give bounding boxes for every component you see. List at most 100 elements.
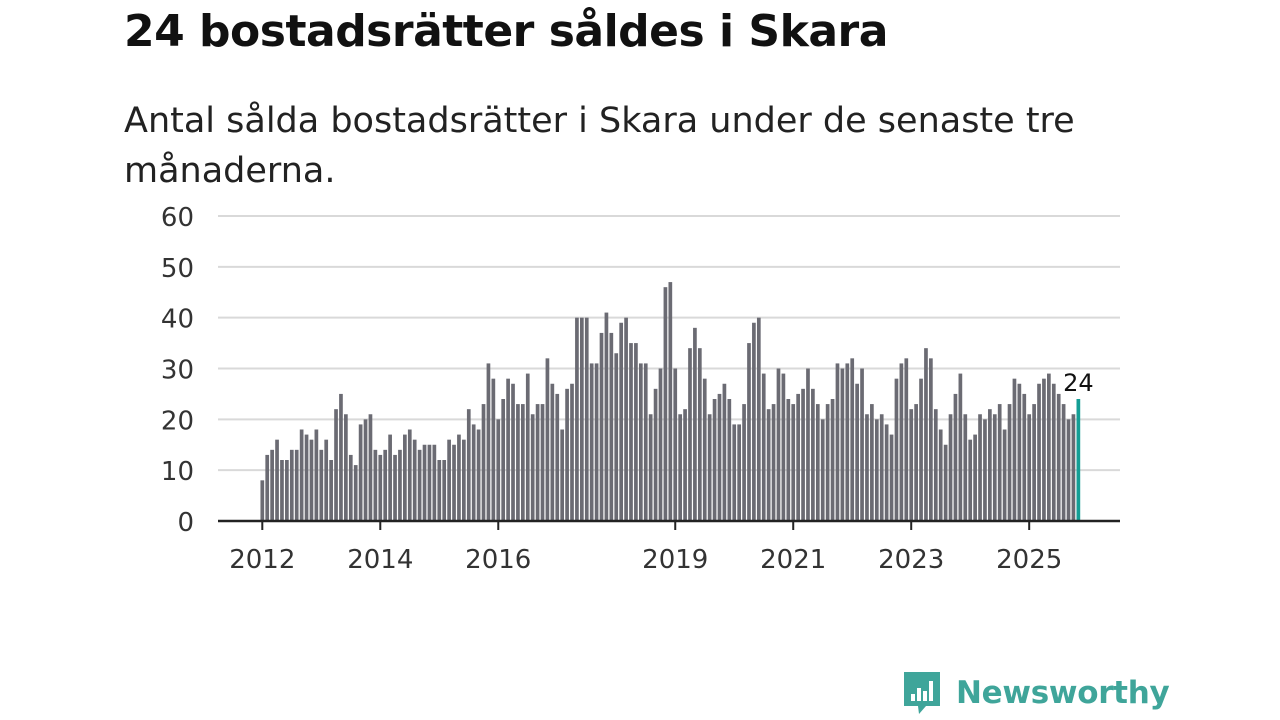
bar: [353, 465, 358, 521]
bar: [417, 449, 422, 521]
bar: [973, 434, 977, 521]
bar: [560, 429, 565, 521]
bar: [771, 404, 776, 521]
bar: [609, 332, 614, 521]
bar: [992, 414, 997, 521]
bar: [815, 404, 820, 521]
bar: [319, 449, 324, 521]
bar: [766, 409, 771, 521]
bar: [407, 429, 412, 521]
bar: [289, 449, 294, 521]
bar: [324, 439, 329, 521]
bar: [658, 368, 663, 521]
bar: [796, 393, 800, 521]
bar: [840, 368, 845, 521]
bar: [1056, 393, 1061, 521]
bar: [943, 444, 948, 521]
bar: [663, 287, 668, 521]
bar: [476, 429, 481, 521]
bar: [747, 343, 751, 521]
bar: [776, 368, 781, 521]
x-tick-label: 2014: [347, 545, 413, 575]
bar: [329, 460, 333, 521]
bar: [466, 409, 471, 521]
bar: [496, 419, 501, 521]
bar: [1061, 404, 1066, 521]
bar: [1022, 393, 1027, 521]
bar: [442, 460, 447, 521]
bar: [717, 393, 722, 521]
bar: [383, 449, 388, 521]
bar: [737, 424, 742, 521]
bar: [924, 348, 928, 521]
bar: [363, 419, 368, 521]
bar: [604, 312, 609, 521]
x-tick-label: 2021: [760, 545, 826, 575]
bar: [388, 434, 392, 521]
chart-subtitle: Antal sålda bostadsrätter i Skara under …: [124, 101, 1075, 191]
bar: [1012, 378, 1017, 521]
y-tick-label: 50: [161, 254, 194, 284]
x-tick-label: 2019: [642, 545, 708, 575]
bar: [938, 429, 943, 521]
bar: [806, 368, 810, 521]
bar: [825, 404, 830, 521]
bar: [314, 429, 319, 521]
bar: [791, 404, 796, 521]
bar: [501, 399, 506, 521]
bar: [830, 399, 835, 521]
bar: [339, 393, 343, 521]
bar: [260, 480, 265, 521]
newsworthy-logo[interactable]: Newsworthy: [902, 670, 1170, 716]
bar: [929, 358, 933, 521]
bar: [997, 404, 1002, 521]
bar: [481, 404, 486, 521]
bar: [1066, 419, 1071, 521]
bar: [781, 373, 786, 521]
bar: [1051, 383, 1056, 521]
bar: [742, 404, 746, 521]
bar: [678, 414, 683, 521]
bar: [1027, 414, 1032, 521]
bar: [280, 460, 284, 521]
bar: [919, 378, 923, 521]
bar: [865, 414, 869, 521]
bar: [727, 399, 732, 521]
bar: [471, 424, 476, 521]
bar: [1037, 383, 1041, 521]
bar: [688, 348, 692, 521]
bar: [702, 378, 707, 521]
bar: [368, 414, 373, 521]
bar: [403, 434, 407, 521]
bar: [506, 378, 510, 521]
bar: [334, 409, 338, 521]
bar: [344, 414, 348, 521]
bar: [516, 404, 520, 521]
bar: [619, 322, 624, 521]
bar: [761, 373, 766, 521]
bar: [457, 434, 461, 521]
bar: [673, 368, 678, 521]
bar: [304, 434, 309, 521]
newsworthy-logo-icon: [904, 672, 940, 714]
bar: [285, 460, 289, 521]
x-tick-label: 2023: [878, 545, 944, 575]
bar: [732, 424, 737, 521]
bar: [860, 368, 864, 521]
bar: [427, 444, 432, 521]
bar: [550, 383, 555, 521]
bar: [589, 363, 594, 521]
bar: [398, 449, 402, 521]
bar: [899, 363, 904, 521]
bar: [712, 399, 717, 521]
bar: [752, 322, 756, 521]
bar: [491, 378, 496, 521]
bar: [393, 454, 397, 521]
bar: [525, 373, 530, 521]
bar: [378, 454, 383, 521]
bar-chart: 0 10 20 30 40 50 60 24 2012 2014 2016 2019 2021 2023 2…: [161, 203, 1120, 575]
highlight-label: 24: [1063, 369, 1094, 397]
bar: [963, 414, 968, 521]
bar: [683, 409, 687, 521]
x-tick-label: 2016: [465, 545, 531, 575]
